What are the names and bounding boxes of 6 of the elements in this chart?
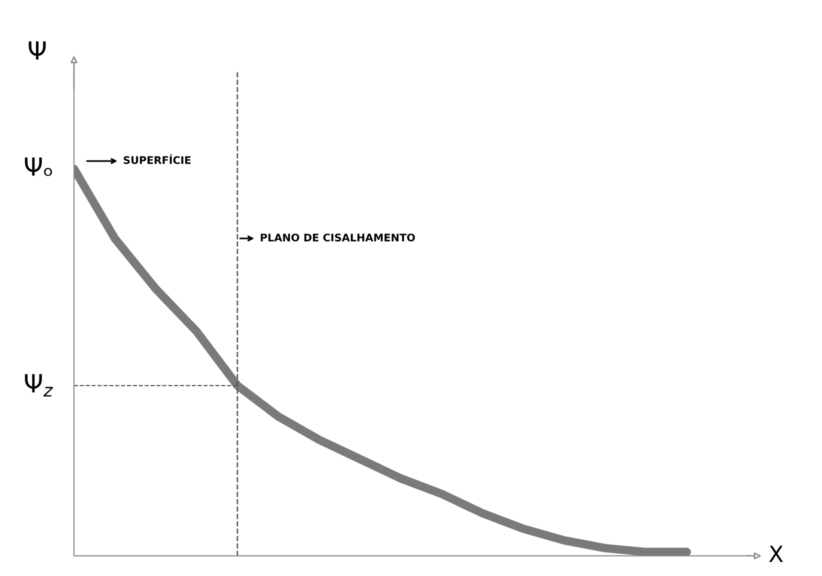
- text: SUPERFÍCIE: [124, 154, 191, 164]
- y-axis-title: Ψ: [28, 41, 46, 60]
- ref-line-label: Ψ$_{z}$: [24, 374, 53, 397]
- annotation: PLANO DE CISALHAMENTO: [260, 234, 415, 242]
- text: Ψₒ: [24, 157, 52, 176]
- x-axis-title: X: [769, 546, 783, 562]
